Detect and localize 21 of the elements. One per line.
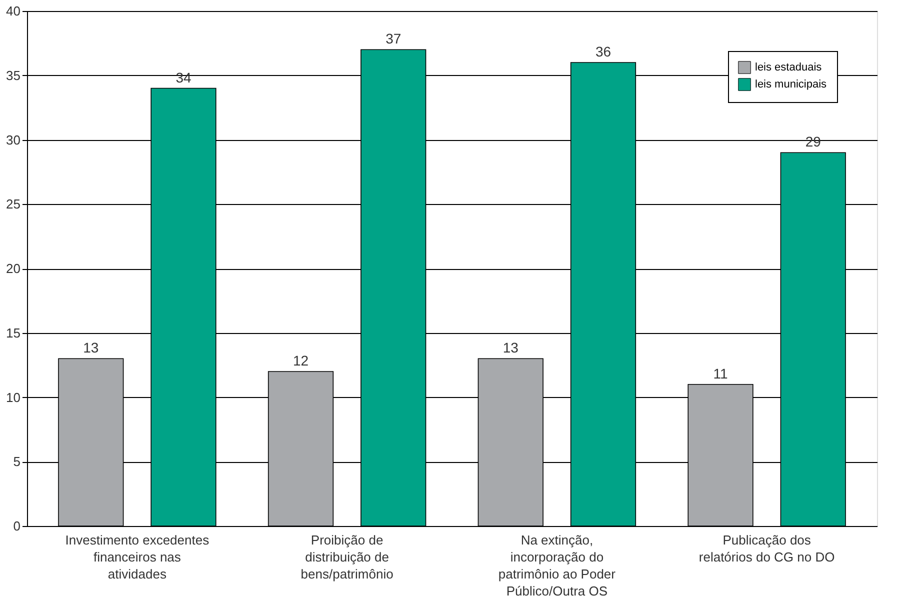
- y-tick-label: 0: [13, 518, 20, 534]
- y-tick-label: 35: [6, 68, 20, 83]
- y-tick-label: 30: [6, 132, 20, 148]
- data-label: 36: [595, 44, 612, 60]
- x-tick-label: Na extinção, incorporação do patrimônio ao Poder Público/Outra OS: [498, 532, 616, 598]
- y-tick-label: 15: [6, 325, 20, 340]
- data-label: 13: [502, 340, 519, 356]
- x-tick-label: Proibição de distribuição de bens/patrimônio: [300, 532, 394, 582]
- data-label: 11: [713, 365, 728, 382]
- data-label: 12: [292, 352, 309, 368]
- y-tick-label: 40: [6, 4, 20, 18]
- x-tick-label: Investimento excedentes financeiros nas atividades: [65, 532, 210, 582]
- data-label: 37: [386, 30, 402, 47]
- data-label: 13: [83, 340, 99, 356]
- y-tick-label: 25: [6, 196, 20, 212]
- legend-label: leis estaduais: [755, 62, 822, 74]
- y-tick-label: 20: [6, 261, 20, 276]
- legend-label: leis municipais: [755, 78, 828, 90]
- y-tick-label: 5: [13, 454, 20, 470]
- x-tick-label: Publicação dos relatórios do CG no DO: [698, 532, 835, 564]
- y-tick-label: 10: [6, 390, 20, 405]
